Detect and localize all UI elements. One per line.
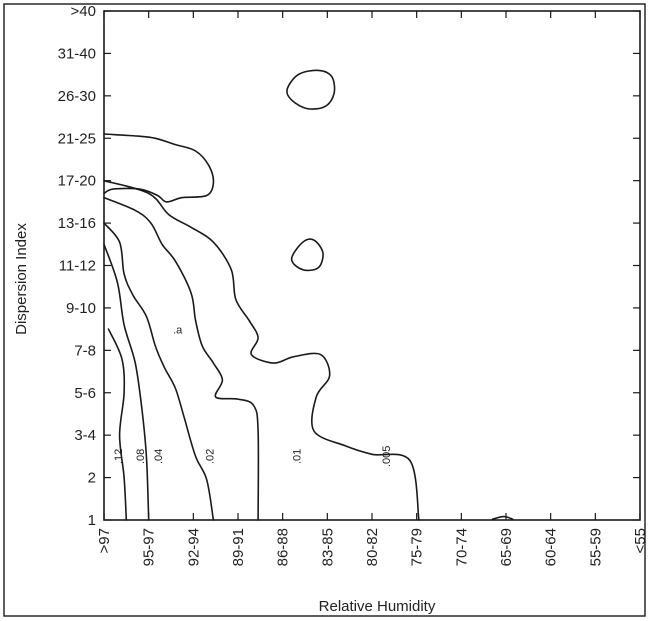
x-axis-tick-labels: >97 95-97 92-94 89-91 86-88 83-85 80-82 75-79 70… [96,528,649,566]
plot-area [103,10,641,521]
y-tick-label: 3-4 [74,427,96,444]
y-tick-label: 11-12 [59,258,96,275]
outer-frame [3,3,646,617]
x-tick-label: <55 [632,528,649,553]
contour-label: .02 [204,449,216,464]
x-tick-label: 70-74 [453,528,470,566]
contour-label: .005 [381,446,393,467]
contour-line-p01 [103,179,420,521]
contour-line-p08 [103,243,150,521]
x-tick-label: 83-85 [319,528,336,566]
y-tick-label: 21-25 [58,130,96,147]
x-tick-label: 92-94 [185,528,202,566]
x-tick-label: 89-91 [230,528,247,566]
x-tick-label: 95-97 [141,528,158,566]
contour-label: .04 [153,449,165,464]
y-axis-title: Dispersion Index [13,223,30,335]
y-tick-label: 1 [88,512,96,529]
contour-line-p04 [103,222,215,521]
x-tick-label: 55-59 [587,528,604,566]
x-tick-label: >97 [96,528,113,553]
y-tick-label: 2 [88,470,96,487]
contour-line-p02 [103,196,260,521]
contour-label: .08 [135,449,147,464]
contour-line-p005 [103,133,215,203]
contour-line-p12 [107,328,128,521]
y-tick-label: 31-40 [58,45,96,62]
contour-label: .01 [292,449,304,464]
y-tick-label: 17-20 [58,173,96,190]
contour-label: .12 [113,449,125,464]
y-tick-label: >40 [71,3,96,20]
contour-label: .a [173,324,183,336]
contour-line-p005 [286,69,336,110]
y-tick-label: 9-10 [66,300,96,317]
y-tick-label: 7-8 [74,342,96,359]
y-tick-label: 5-6 [74,385,96,402]
x-tick-label: 75-79 [409,528,426,566]
x-tick-label: 65-69 [498,528,515,566]
y-axis-tick-labels: 1 2 3-4 5-6 7-8 9-10 11-12 13-16 17-20 21-25 26-30… [58,3,96,529]
contour-lines [103,69,514,521]
contour-line-p005 [491,515,514,520]
axis-ticks [103,10,641,521]
y-tick-label: 13-16 [58,215,96,232]
x-axis-title: Relative Humidity [319,598,436,615]
contour-line-p005 [290,238,324,272]
x-tick-label: 86-88 [275,528,292,566]
x-tick-label: 60-64 [543,528,560,566]
contour-labels: .12 .08 .04 .02 .01 .005 .a [113,324,393,467]
y-tick-label: 26-30 [58,88,96,105]
x-tick-label: 80-82 [364,528,381,566]
